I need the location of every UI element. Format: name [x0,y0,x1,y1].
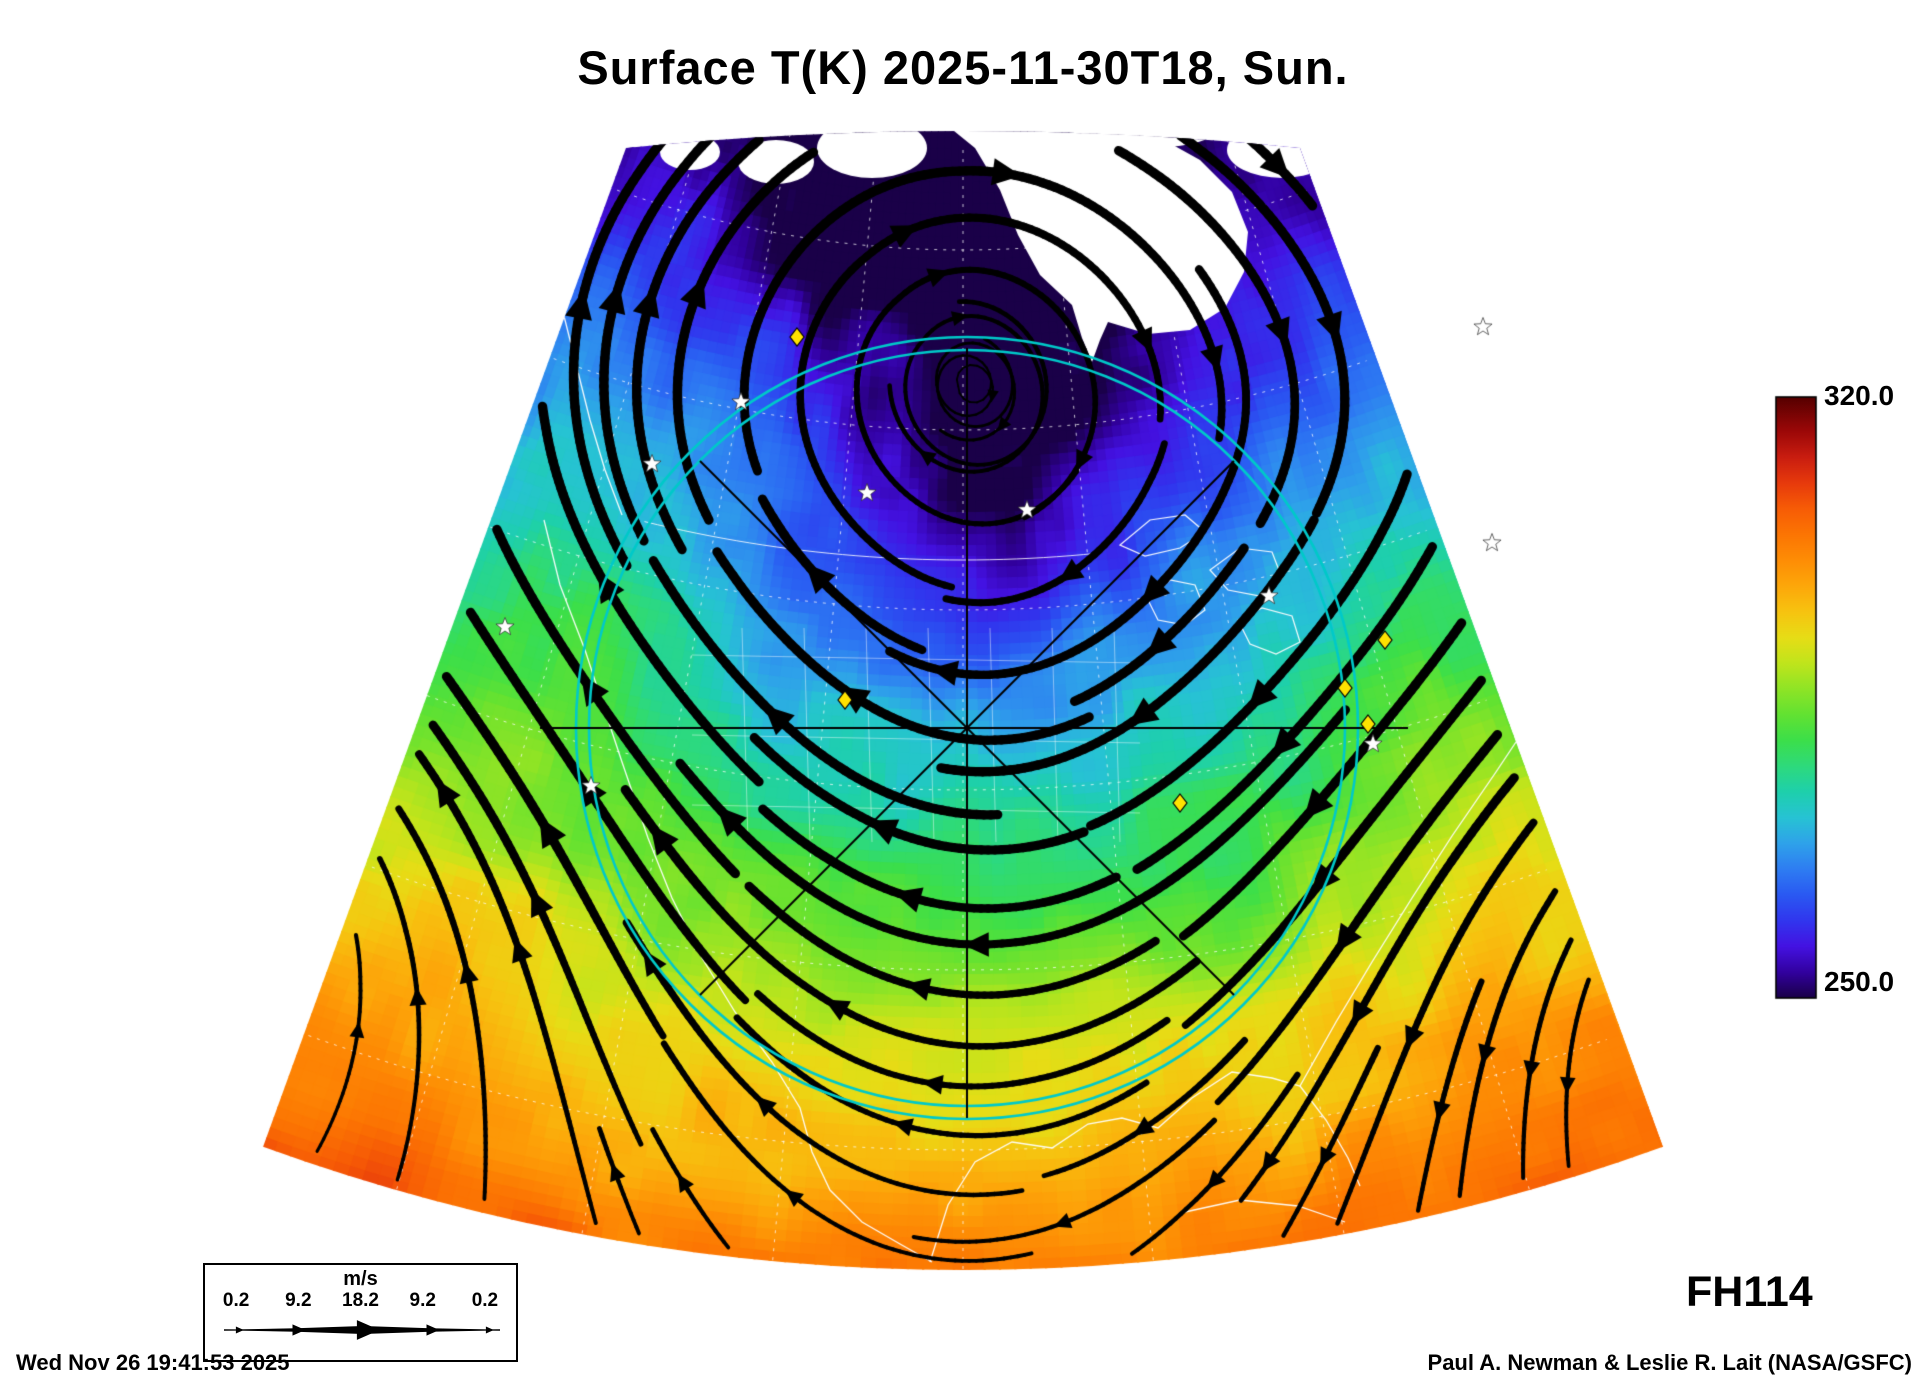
wind-units-label: m/s [343,1268,378,1290]
forecast-hour-label: FH114 [1686,1268,1813,1316]
timestamp: Wed Nov 26 19:41:53 2025 [16,1350,290,1375]
wind-speed-label: 0.2 [471,1290,499,1311]
wind-speed-label: 9.2 [285,1290,312,1311]
colorbar-max-label: 320.0 [1824,380,1895,411]
credit: Paul A. Newman & Leslie R. Lait (NASA/GS… [1427,1350,1912,1375]
colorbar-min-label: 250.0 [1824,966,1895,997]
wind-arrow-scale-icon [223,1320,500,1340]
wind-speed-labels: 0.2 9.2 18.2 9.2 0.2 [205,1290,516,1312]
wind-speed-label: 18.2 [342,1290,379,1311]
wind-speed-label: 0.2 [222,1290,250,1311]
wind-speed-legend: m/s 0.2 9.2 18.2 9.2 0.2 [203,1263,518,1362]
wind-speed-label: 9.2 [409,1290,436,1311]
